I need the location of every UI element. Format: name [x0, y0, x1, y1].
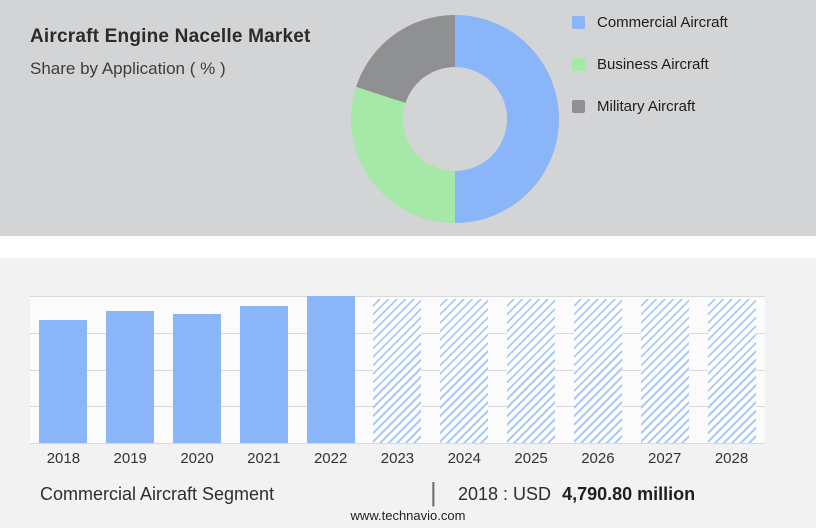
x-axis-label-2028: 2028: [714, 450, 749, 467]
bar-slot: [97, 296, 164, 443]
bar-2024-hatched: [440, 298, 489, 443]
bar-slot: [631, 296, 698, 443]
legend-item-commercial: Commercial Aircraft: [572, 13, 728, 31]
page-subtitle: Share by Application ( % ): [30, 59, 226, 78]
share-panel: Aircraft Engine Nacelle Market Share by …: [0, 0, 816, 236]
x-axis-label-2026: 2026: [581, 450, 615, 467]
bar-track: [30, 296, 765, 443]
bar-slot: [30, 296, 97, 443]
bar-slot: [297, 296, 364, 443]
grid-line: [30, 443, 765, 444]
bar-chart: [30, 296, 765, 444]
bar-2026-hatched: [573, 298, 622, 443]
x-axis-label-2025: 2025: [514, 450, 548, 467]
footer: www.technavio.com: [0, 507, 816, 525]
bar-2022-solid: [306, 296, 355, 443]
legend-swatch-business-icon: [572, 57, 585, 71]
legend-item-business: Business Aircraft: [572, 55, 728, 73]
page-title: Aircraft Engine Nacelle Market: [30, 26, 311, 47]
bar-slot: [698, 296, 765, 443]
bar-2021-solid: [239, 306, 288, 443]
x-axis-label-2024: 2024: [447, 450, 481, 467]
bar-2018-solid: [39, 319, 88, 443]
donut-chart: [351, 15, 559, 223]
x-axis-label-2023: 2023: [380, 450, 415, 467]
segment-value-prefix: 2018 : USD: [458, 484, 552, 504]
divider-band: [0, 236, 816, 258]
x-axis-label-2022: 2022: [313, 450, 348, 467]
legend-label-business: Business Aircraft: [597, 55, 709, 73]
x-axis-labels: 2018 2019 2020 2021 2022 2023 2024 2025 2026 2027…: [30, 450, 765, 467]
x-axis-label-2027: 2027: [648, 450, 682, 467]
legend: Commercial Aircraft Business Aircraft Mi…: [572, 14, 728, 140]
caption-divider: |: [430, 477, 437, 507]
x-axis-label-2020: 2020: [180, 450, 214, 467]
bar-slot: [230, 296, 297, 443]
bar-2028-hatched: [707, 298, 756, 443]
segment-value: 2018 : USD 4,790.80 million: [458, 484, 695, 505]
donut-hole: [403, 67, 507, 171]
bar-slot: [164, 296, 231, 443]
bar-slot: [364, 296, 431, 443]
x-axis-label-2021: 2021: [247, 450, 281, 467]
bar-slot: [565, 296, 632, 443]
footer-link[interactable]: www.technavio.com: [350, 508, 466, 523]
grid-line: [30, 296, 765, 297]
caption-row: Commercial Aircraft Segment | 2018 : USD…: [0, 477, 816, 512]
x-axis-label-2019: 2019: [113, 450, 147, 467]
bar-2027-hatched: [640, 298, 689, 443]
legend-label-commercial: Commercial Aircraft: [597, 13, 728, 31]
legend-swatch-military-icon: [572, 99, 585, 113]
forecast-panel: 2018 2019 2020 2021 2022 2023 2024 2025 2026 2027…: [0, 258, 816, 528]
title-block: Aircraft Engine Nacelle Market Share by …: [30, 26, 311, 79]
bar-slot: [431, 296, 498, 443]
segment-label: Commercial Aircraft Segment: [40, 484, 275, 504]
bar-2019-solid: [106, 310, 155, 443]
x-axis-label-2018: 2018: [46, 450, 81, 467]
segment-value-amount: 4,790.80 million: [562, 484, 696, 504]
bar-2025-hatched: [507, 298, 556, 443]
bar-2020-solid: [173, 313, 222, 443]
legend-label-military: Military Aircraft: [597, 97, 696, 115]
legend-item-military: Military Aircraft: [572, 97, 728, 115]
legend-swatch-commercial-icon: [572, 15, 585, 29]
bar-2023-hatched: [373, 298, 422, 443]
bar-slot: [498, 296, 565, 443]
